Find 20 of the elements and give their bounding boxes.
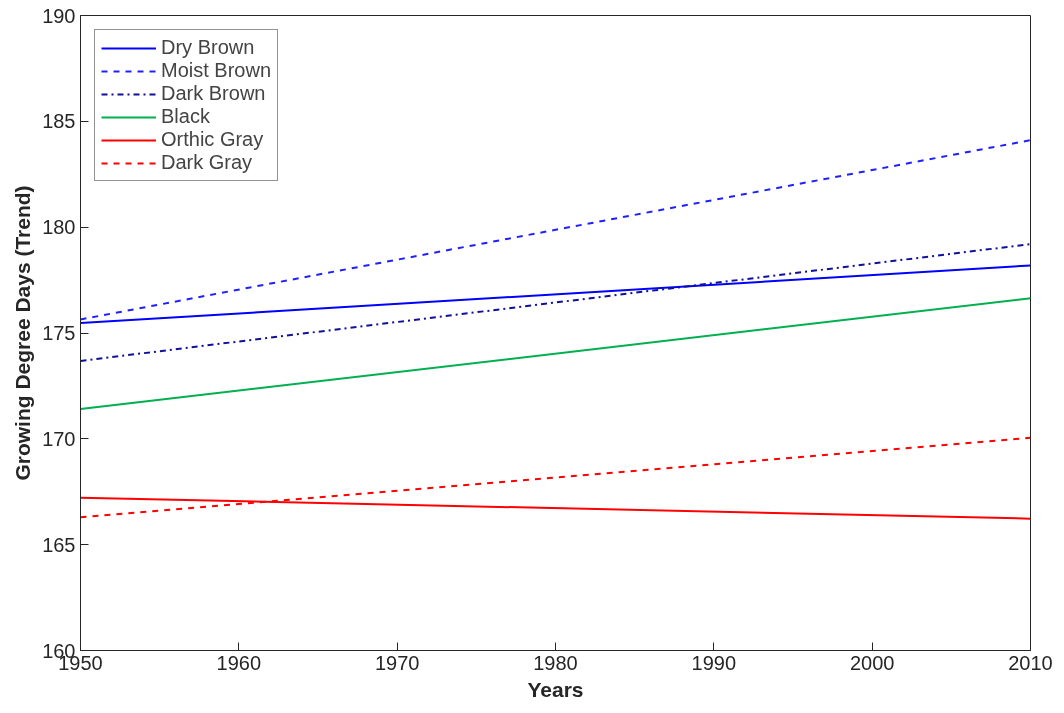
legend-label: Dark Gray — [161, 151, 253, 174]
x-tick-label: 2010 — [1008, 651, 1053, 674]
y-tick-label: 165 — [42, 533, 76, 556]
y-axis-title: Growing Degree Days (Trend) — [11, 185, 35, 481]
y-tick-label: 175 — [42, 322, 76, 344]
legend-label: Dry Brown — [161, 36, 255, 59]
x-tick-label: 1960 — [216, 651, 262, 674]
x-tick-label: 1970 — [374, 651, 420, 674]
x-axis-title: Years — [527, 677, 584, 701]
y-tick-label: 190 — [42, 4, 76, 27]
x-tick-label: 2000 — [849, 651, 895, 674]
legend-label: Black — [161, 105, 210, 128]
legend-label: Orthic Gray — [161, 128, 264, 151]
x-tick-label: 1990 — [691, 651, 737, 674]
legend-label: Moist Brown — [161, 59, 272, 82]
y-tick-label: 180 — [42, 216, 76, 239]
x-tick-label: 1980 — [533, 651, 578, 674]
y-tick-label: 185 — [42, 110, 76, 133]
legend-label: Dark Brown — [161, 82, 266, 105]
y-tick-label: 170 — [42, 427, 76, 450]
